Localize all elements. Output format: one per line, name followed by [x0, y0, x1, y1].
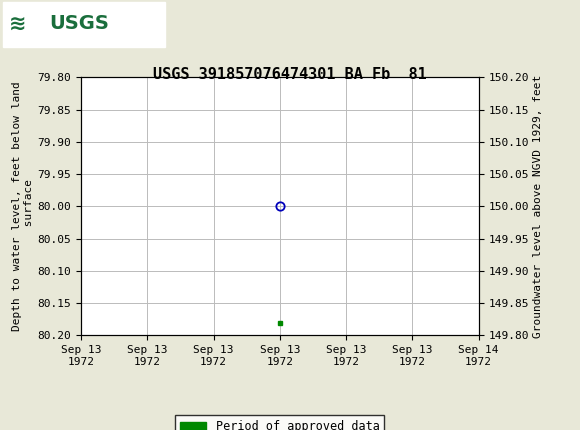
Text: ≋: ≋	[9, 14, 26, 34]
Y-axis label: Depth to water level, feet below land
 surface: Depth to water level, feet below land su…	[12, 82, 34, 331]
Bar	[3, 3, 165, 47]
Text: USGS 391857076474301 BA Fb  81: USGS 391857076474301 BA Fb 81	[153, 67, 427, 82]
Text: USGS: USGS	[49, 14, 109, 33]
Legend: Period of approved data: Period of approved data	[176, 415, 384, 430]
Y-axis label: Groundwater level above NGVD 1929, feet: Groundwater level above NGVD 1929, feet	[533, 75, 543, 338]
